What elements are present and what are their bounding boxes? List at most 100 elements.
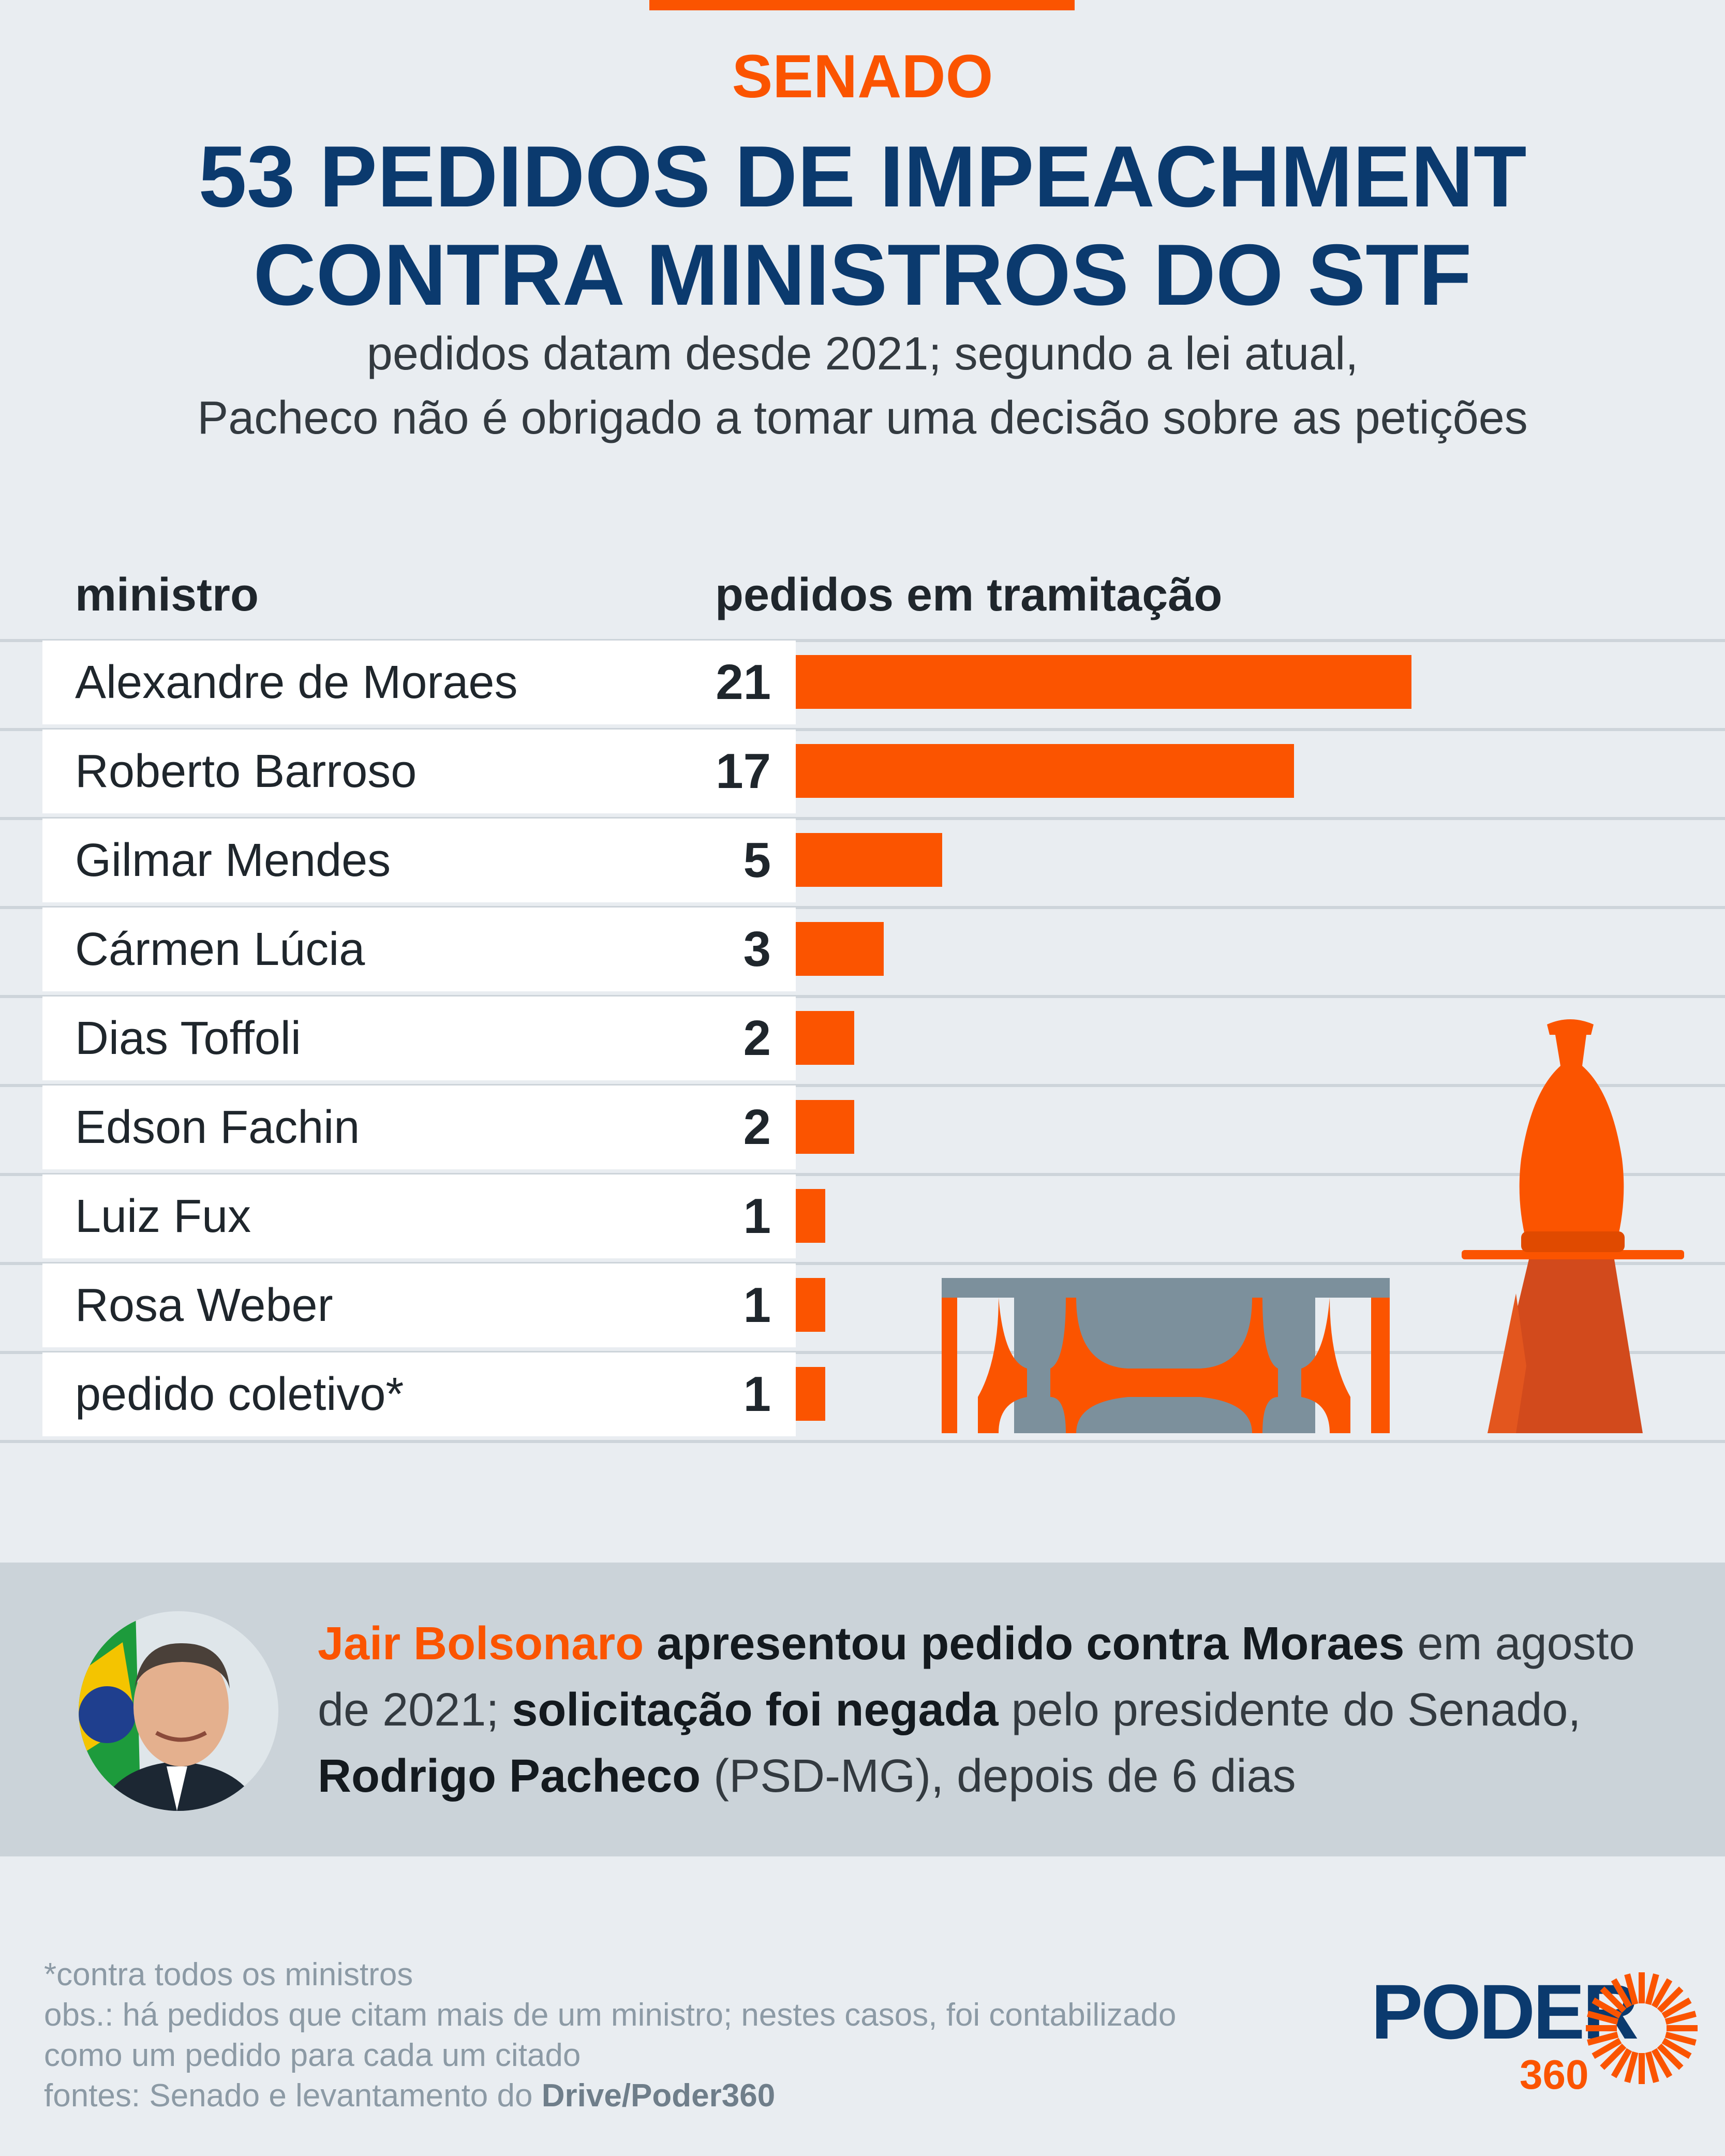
table-row [42, 908, 796, 991]
table-row [42, 1263, 796, 1347]
footnote-sources-prefix: fontes: Senado e levantamento do [44, 2078, 542, 2114]
logo-ray [1592, 1997, 1622, 2019]
row-divider [0, 995, 1725, 998]
note-bolsonaro: Jair Bolsonaro [318, 1618, 644, 1670]
table-row [42, 641, 796, 724]
note-date: em agosto de 2021; [318, 1618, 1635, 1736]
minister-name: Edson Fachin [75, 1102, 360, 1153]
bar [796, 655, 1411, 709]
statue-fold [1488, 1293, 1526, 1433]
note-text: Jair Bolsonaro apresentou pedido contra … [318, 1611, 1684, 1809]
footnote-sources: fontes: Senado e levantamento do Drive/P… [44, 2076, 775, 2116]
row-divider [0, 639, 1725, 642]
note-panel [0, 1563, 1725, 1856]
row-divider [0, 1084, 1725, 1087]
minister-name: Dias Toffoli [75, 1013, 301, 1064]
logo-ray [1600, 2043, 1627, 2070]
logo-ray [1645, 1973, 1659, 2005]
logo-ray [1664, 2011, 1697, 2025]
table-row [42, 730, 796, 813]
footnote-obs-2: como um pedido para cada um citado [44, 2038, 581, 2073]
logo-ray [1664, 2031, 1697, 2046]
logo-ray [1600, 1986, 1627, 2013]
table-row [42, 1352, 796, 1436]
logo-ray [1624, 1973, 1639, 2005]
note-denied: solicitação foi negada [512, 1684, 999, 1736]
statue-skirt [1488, 1259, 1643, 1433]
bar-value-label: 5 [743, 832, 771, 888]
top-accent-bar [649, 0, 1075, 10]
table-row [42, 1174, 796, 1258]
footnote-sources-bold: Drive/Poder360 [541, 2078, 776, 2114]
row-divider [0, 1351, 1725, 1354]
bar [796, 1011, 855, 1065]
bar-value-label: 17 [716, 744, 771, 799]
logo-ray [1624, 2051, 1639, 2083]
note-space [644, 1618, 657, 1670]
row-divider [0, 817, 1725, 820]
row-divider [0, 1262, 1725, 1265]
stf-illustration [942, 1019, 1684, 1433]
footnote-asterisk: *contra todos os ministros [44, 1957, 413, 1993]
logo-ray [1587, 2011, 1619, 2025]
bar [796, 833, 943, 887]
logo-ray [1657, 1986, 1684, 2013]
table-row [42, 819, 796, 902]
bar [796, 1189, 825, 1243]
logo-ray [1651, 2048, 1673, 2078]
logo-ray [1592, 2038, 1622, 2059]
title-line-2: CONTRA MINISTROS DO STF [253, 226, 1472, 323]
subtitle-line-2: Pacheco não é obrigado a tomar uma decis… [197, 392, 1528, 444]
logo-ray [1645, 2051, 1659, 2083]
logo-ray [1657, 2043, 1684, 2070]
logo-sun-icon [1586, 1972, 1698, 2084]
statue-body [1519, 1066, 1624, 1242]
logo-number: 360 [1520, 2051, 1589, 2098]
row-divider [0, 728, 1725, 731]
bar-value-label: 1 [743, 1188, 771, 1244]
bar [796, 1367, 825, 1421]
column-header-minister: ministro [75, 569, 259, 621]
kicker: SENADO [732, 42, 993, 111]
logo-ray [1611, 1978, 1632, 2009]
bar [796, 744, 1295, 798]
minister-name: Cármen Lúcia [75, 924, 365, 975]
bar [796, 922, 884, 976]
logo-ray [1611, 2048, 1632, 2078]
footnote-obs-1: obs.: há pedidos que citam mais de um mi… [44, 1997, 1177, 2033]
statue-neck [1555, 1035, 1586, 1066]
title-line-1: 53 PEDIDOS DE IMPEACHMENT [198, 128, 1527, 225]
minister-name: Luiz Fux [75, 1191, 251, 1242]
row-divider [0, 1440, 1725, 1443]
logo-ray [1587, 2031, 1619, 2046]
logo-ray [1661, 2038, 1692, 2059]
bar-value-label: 3 [743, 921, 771, 977]
minister-name: Gilmar Mendes [75, 835, 391, 886]
row-divider [0, 1173, 1725, 1176]
bar [796, 1100, 855, 1154]
row-divider [0, 906, 1725, 909]
column-header-requests: pedidos em tramitação [715, 569, 1223, 621]
portrait-image [79, 1611, 278, 1811]
statue-sword [1462, 1250, 1684, 1259]
note-request: apresentou pedido contra Moraes [657, 1618, 1405, 1670]
note-days: (PSD-MG), depois de 6 dias [701, 1750, 1296, 1802]
subtitle-line-1: pedidos datam desde 2021; segundo a lei … [366, 328, 1359, 380]
minister-name: pedido coletivo* [75, 1369, 404, 1420]
bar-value-label: 1 [743, 1277, 771, 1333]
bar-value-label: 2 [743, 1099, 771, 1155]
avatar [79, 1611, 278, 1811]
bar-value-label: 2 [743, 1010, 771, 1066]
minister-name: Alexandre de Moraes [75, 657, 518, 708]
building-roof [942, 1278, 1390, 1298]
minister-name: Rosa Weber [75, 1280, 333, 1331]
minister-name: Roberto Barroso [75, 746, 417, 797]
bar-value-label: 21 [716, 655, 771, 710]
table-row [42, 997, 796, 1080]
statue-hands [1521, 1231, 1625, 1252]
bar-value-label: 1 [743, 1366, 771, 1422]
building-columns [942, 1298, 1390, 1433]
table-row [42, 1086, 796, 1169]
logo-ray [1661, 1997, 1692, 2019]
